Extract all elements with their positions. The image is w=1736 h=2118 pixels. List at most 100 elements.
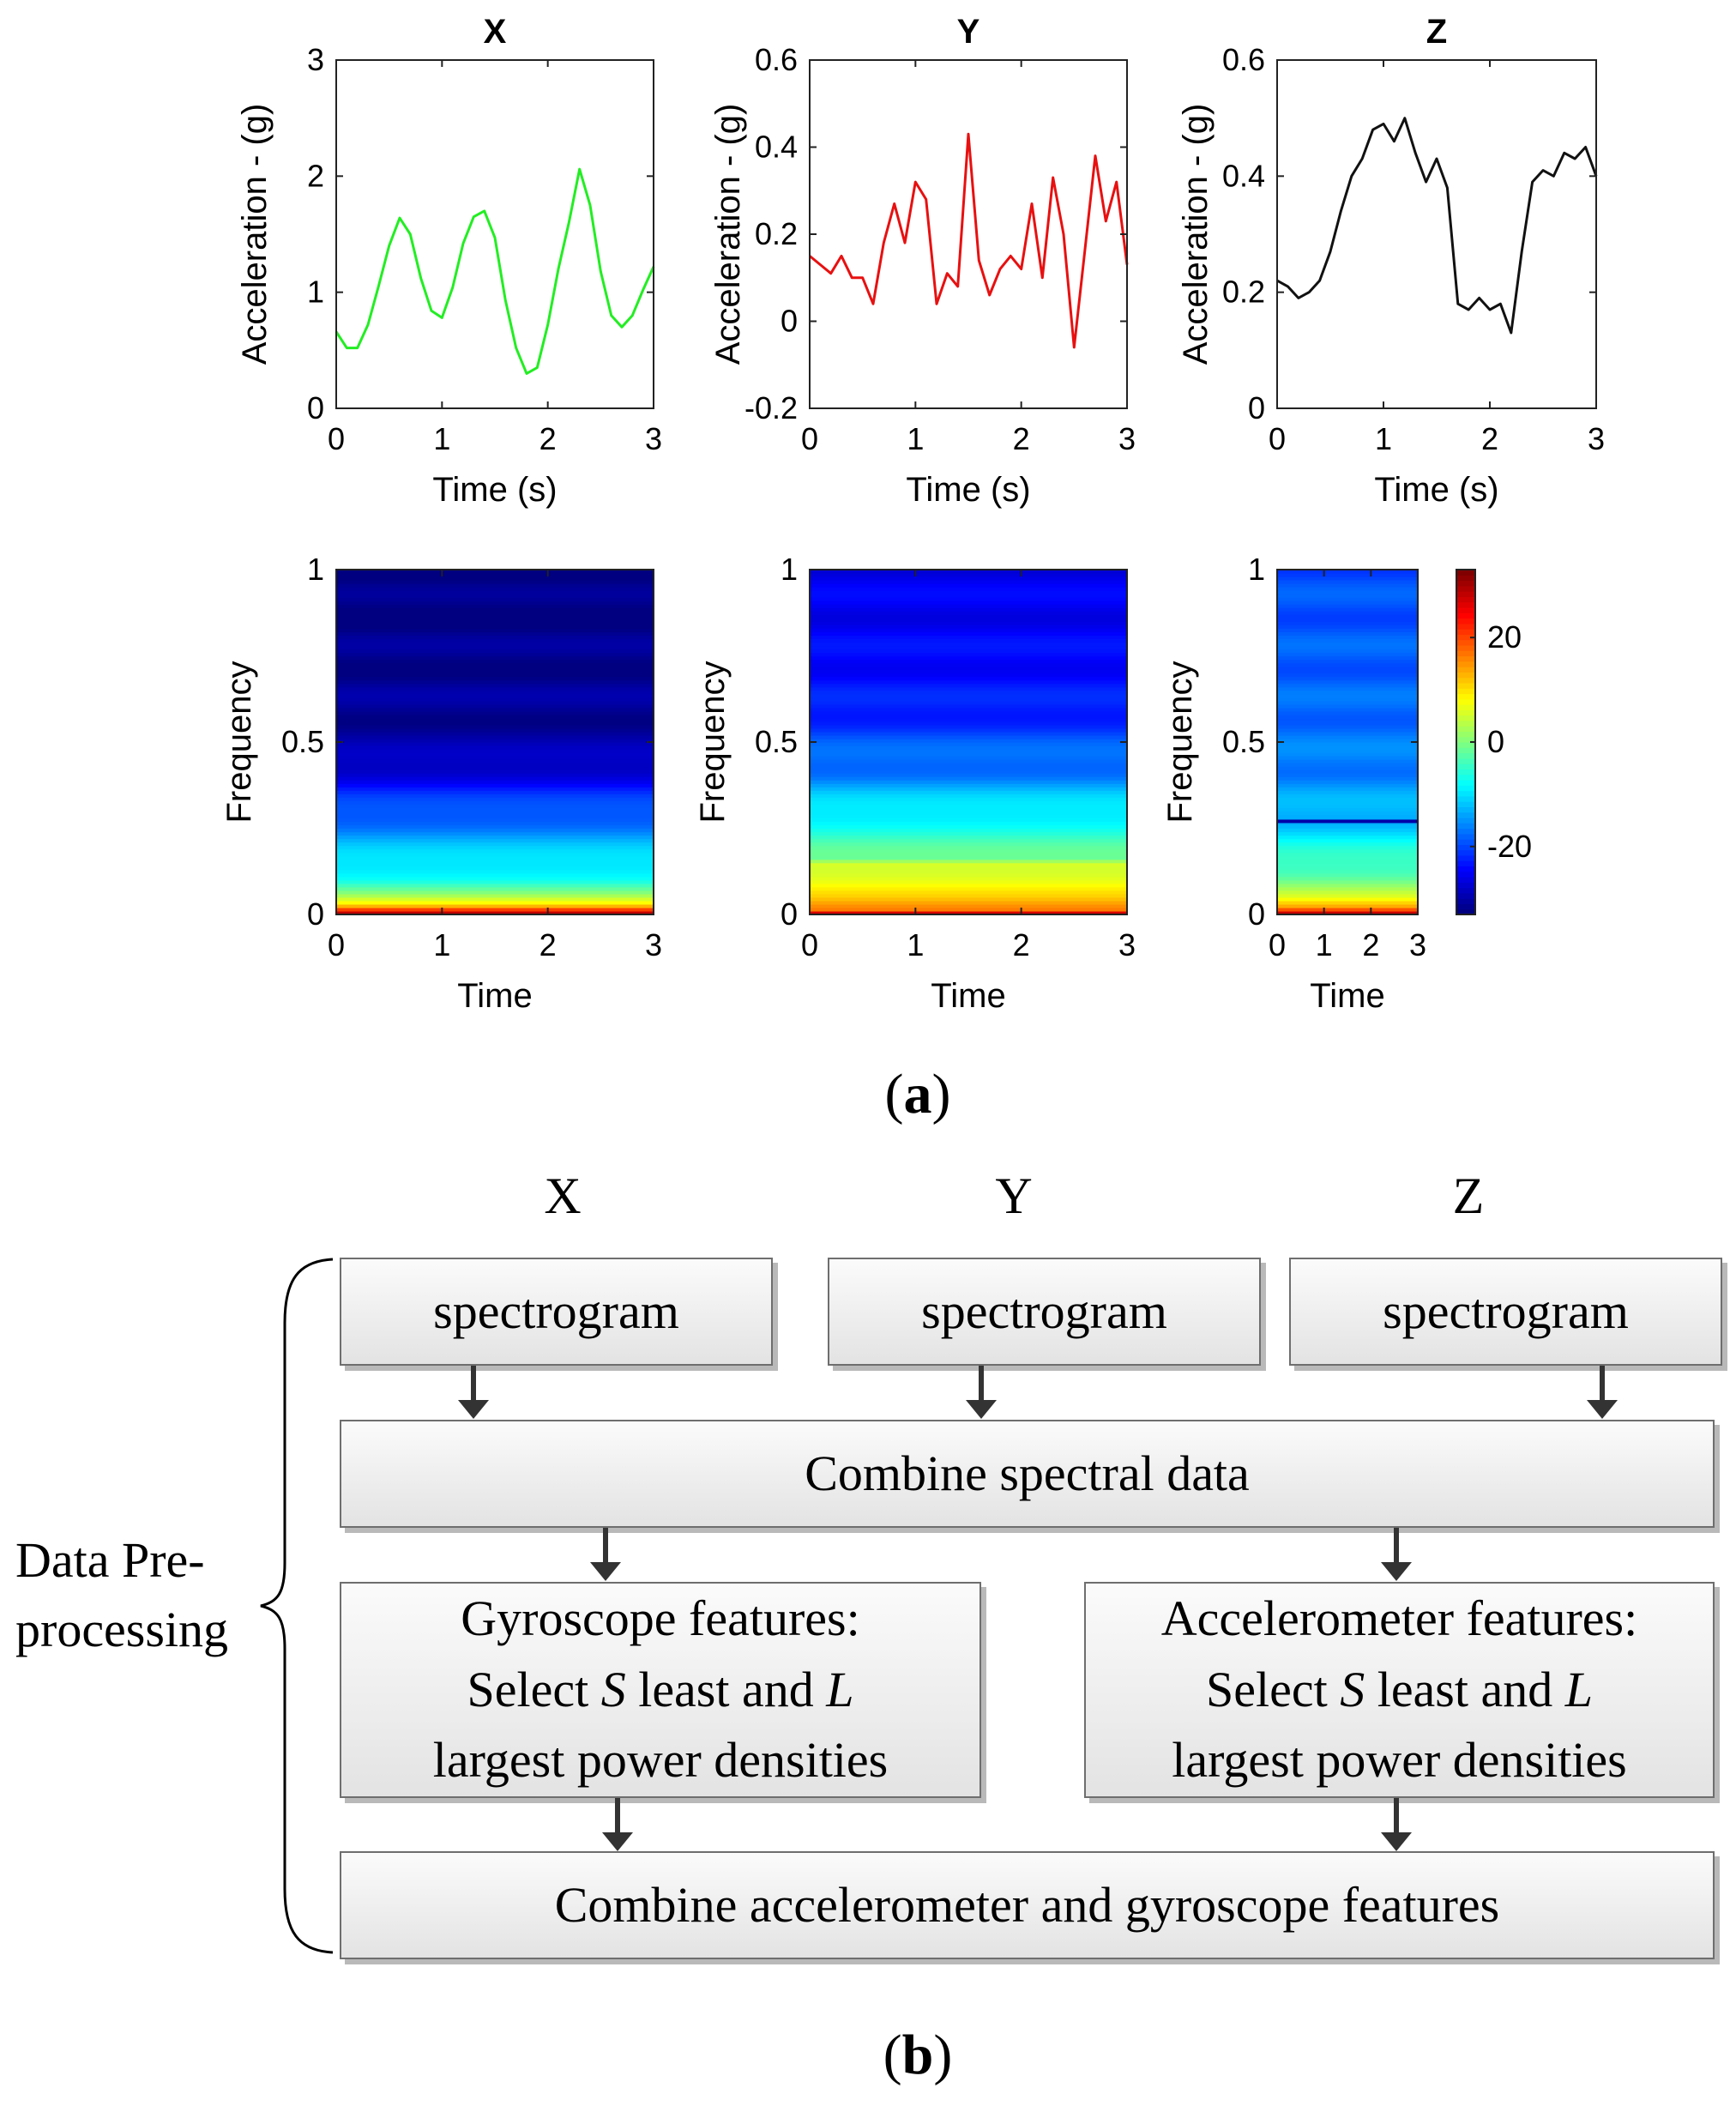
spec-x-band bbox=[336, 745, 654, 750]
colorbar-swatch bbox=[1456, 618, 1475, 625]
colorbar-swatch bbox=[1456, 882, 1475, 889]
accel-x-ylabel: Acceleration - (g) bbox=[236, 104, 274, 365]
spec-x-band bbox=[336, 679, 654, 685]
spec-y-band bbox=[810, 852, 1127, 857]
spec-x-xtick-label: 0 bbox=[328, 927, 345, 962]
spec-y-band bbox=[810, 738, 1127, 743]
spec-z-xtick-label: 2 bbox=[1362, 927, 1379, 962]
gyroscope-s-variable: S bbox=[600, 1661, 626, 1717]
spec-x-band bbox=[336, 676, 654, 681]
colorbar-swatch bbox=[1456, 898, 1475, 905]
data-preprocessing-line-2: processing bbox=[15, 1602, 229, 1658]
colorbar-swatch bbox=[1456, 871, 1475, 878]
combine-spectral-label: Combine spectral data bbox=[805, 1445, 1250, 1501]
spec-y-band bbox=[810, 814, 1127, 819]
spec-y-band bbox=[810, 859, 1127, 864]
spec-y-band bbox=[810, 703, 1127, 709]
accel-x-xtick-label: 3 bbox=[645, 421, 662, 456]
spec-y-band bbox=[810, 717, 1127, 722]
spec-z-band bbox=[1277, 686, 1418, 691]
spec-z-band bbox=[1277, 845, 1418, 850]
spec-y-band bbox=[810, 734, 1127, 739]
spec-y-band bbox=[810, 838, 1127, 843]
spec-y-band bbox=[810, 780, 1127, 784]
spec-x-band bbox=[336, 783, 654, 787]
spec-x-xlabel: Time bbox=[457, 977, 532, 1015]
spec-z-band bbox=[1277, 683, 1418, 688]
flow-header-y: Y bbox=[995, 1168, 1033, 1224]
spec-y-band bbox=[810, 724, 1127, 729]
colorbar-swatch bbox=[1456, 601, 1475, 608]
colorbar-swatch bbox=[1456, 903, 1475, 910]
spec-z-band bbox=[1277, 903, 1418, 908]
spec-y-band bbox=[810, 800, 1127, 805]
spec-x-band bbox=[336, 859, 654, 864]
spec-z-band bbox=[1277, 614, 1418, 619]
colorbar-swatch bbox=[1456, 844, 1475, 851]
spec-y-band bbox=[810, 604, 1127, 608]
spec-y-band bbox=[810, 573, 1127, 577]
spec-y-band bbox=[810, 645, 1127, 650]
spec-y-band bbox=[810, 876, 1127, 881]
spec-z-band bbox=[1277, 583, 1418, 588]
spec-z-band bbox=[1277, 814, 1418, 819]
spec-x-band bbox=[336, 824, 654, 830]
colorbar-swatch bbox=[1456, 715, 1475, 721]
spec-z-band bbox=[1277, 742, 1418, 746]
spec-y-band bbox=[810, 673, 1127, 678]
spec-y-band bbox=[810, 776, 1127, 781]
colorbar-swatch bbox=[1456, 677, 1475, 684]
spec-y-band bbox=[810, 742, 1127, 746]
spec-z-band bbox=[1277, 862, 1418, 867]
accel-x-axes: 0 1 2 3 0 1 2 3 Time (s) Acceleration - (g) X bbox=[236, 13, 662, 509]
colorbar-swatch bbox=[1456, 655, 1475, 662]
spec-z-band bbox=[1277, 697, 1418, 702]
spec-x-band bbox=[336, 773, 654, 777]
spec-y-band bbox=[810, 631, 1127, 636]
colorbar-swatch bbox=[1456, 769, 1475, 775]
spec-x-band bbox=[336, 896, 654, 902]
spec-x-band bbox=[336, 776, 654, 781]
spec-x-band bbox=[336, 580, 654, 584]
spec-x-band bbox=[336, 693, 654, 698]
accel-x-title: X bbox=[484, 13, 507, 51]
spec-x-band bbox=[336, 607, 654, 612]
combine-features-label: Combine accelerometer and gyroscope feat… bbox=[554, 1876, 1500, 1933]
spec-x-band bbox=[336, 855, 654, 860]
spec-y-band bbox=[810, 666, 1127, 671]
spec-y-ylabel: Frequency bbox=[694, 661, 732, 824]
colorbar-swatch bbox=[1456, 709, 1475, 716]
spec-z-xtick-label: 0 bbox=[1269, 927, 1286, 962]
spec-z-band bbox=[1277, 893, 1418, 898]
spec-x-band bbox=[336, 872, 654, 878]
colorbar-swatch bbox=[1456, 742, 1475, 748]
accel-x-ytick-label: 0 bbox=[307, 390, 324, 425]
colorbar-swatch bbox=[1456, 585, 1475, 592]
spec-z-band bbox=[1277, 769, 1418, 774]
spec-x-band bbox=[336, 759, 654, 763]
spec-x-band bbox=[336, 790, 654, 794]
colorbar-swatch bbox=[1456, 806, 1475, 813]
accel-y-xtick-label: 0 bbox=[801, 421, 818, 456]
spec-z-ytick-label: 1 bbox=[1248, 552, 1265, 587]
spec-z-band bbox=[1277, 780, 1418, 784]
spec-y-band bbox=[810, 621, 1127, 625]
spec-x-band bbox=[336, 625, 654, 629]
spec-x-band bbox=[336, 703, 654, 709]
colorbar-swatch bbox=[1456, 892, 1475, 899]
spec-z-ylabel: Frequency bbox=[1161, 661, 1199, 824]
spec-y-band bbox=[810, 679, 1127, 685]
spec-z-band bbox=[1277, 790, 1418, 794]
accel-x-xtick-label: 0 bbox=[328, 421, 345, 456]
spec-y-band bbox=[810, 811, 1127, 816]
spec-y-band bbox=[810, 628, 1127, 632]
spec-x-band bbox=[336, 866, 654, 871]
accel-y-ytick-label: -0.2 bbox=[744, 390, 798, 425]
spec-z-band bbox=[1277, 886, 1418, 891]
spec-x-band bbox=[336, 793, 654, 798]
spec-x-band bbox=[336, 669, 654, 674]
spectrogram-box-x-label: spectrogram bbox=[433, 1282, 679, 1339]
colorbar-swatch bbox=[1456, 596, 1475, 603]
spec-y-band bbox=[810, 821, 1127, 826]
